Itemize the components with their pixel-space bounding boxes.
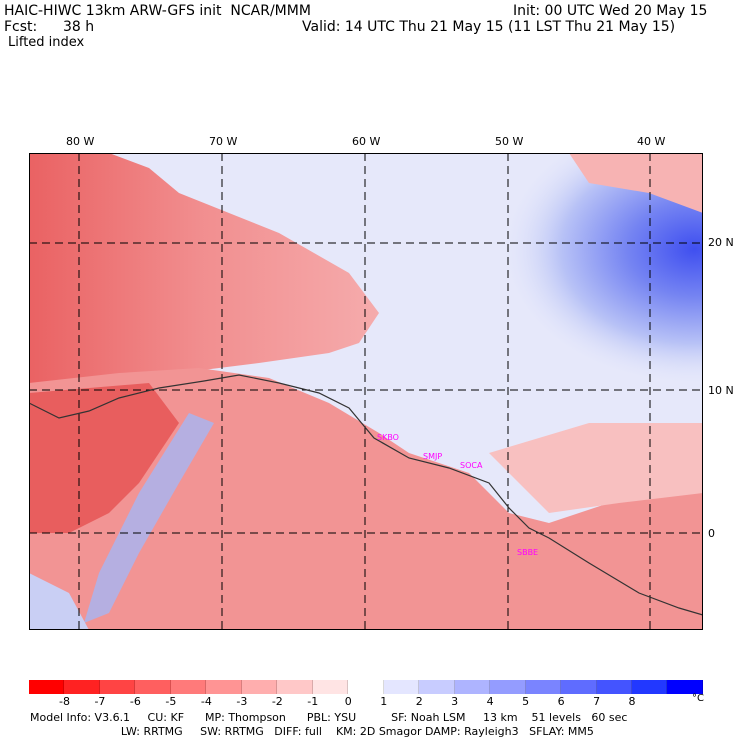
colorbar-segment [596, 680, 632, 694]
colorbar-tick-label: -1 [307, 695, 319, 708]
colorbar-tick-label: -2 [271, 695, 283, 708]
colorbar-tick-label: -4 [200, 695, 212, 708]
colorbar-tick-label: 0 [344, 695, 352, 708]
lon-label-50w: 50 W [495, 135, 524, 148]
colorbar-tick-label: 5 [522, 695, 530, 708]
lon-label-40w: 40 W [637, 135, 666, 148]
model-info-line2: LW: RRTMG SW: RRTMG DIFF: full KM: 2D Sm… [30, 725, 594, 738]
map-border [29, 153, 703, 630]
station-skbo: SKBO [377, 433, 399, 442]
colorbar-segment [135, 680, 171, 694]
colorbar-tick-label: 2 [415, 695, 423, 708]
init-time: Init: 00 UTC Wed 20 May 15 [513, 3, 708, 19]
colorbar-segment [241, 680, 278, 694]
andes-stable-strip [84, 413, 214, 623]
lifted-index-map: SKBO SMJP SOCA SBBE [29, 153, 703, 630]
pacific-cool [29, 573, 89, 630]
colorbar-tick-label: 6 [557, 695, 565, 708]
coastline [29, 374, 703, 616]
lat-label-equator: 0 [708, 527, 715, 540]
colorbar-segment [170, 680, 207, 694]
lat-label-10n: 10 N [708, 384, 734, 397]
forecast-hour: 38 h [63, 19, 95, 35]
station-smjp: SMJP [423, 452, 442, 461]
colorbar-segment [561, 680, 597, 694]
lat-label-20n: 20 N [708, 236, 734, 249]
colorbar-segment [667, 680, 703, 694]
colorbar-segment [29, 680, 65, 694]
map-title: HAIC-HIWC 13km ARW-GFS init NCAR/MMM [4, 3, 311, 19]
colorbar-tick-label: -7 [94, 695, 106, 708]
colorbar-tick-label: -8 [58, 695, 70, 708]
colorbar-tick-label: 7 [593, 695, 601, 708]
colorbar-segment [525, 680, 562, 694]
colorbar [29, 680, 703, 694]
colorbar-segment [99, 680, 136, 694]
lon-label-80w: 80 W [66, 135, 95, 148]
colorbar-segment [419, 680, 455, 694]
colorbar-segment [348, 680, 384, 694]
station-sbbe: SBBE [517, 548, 538, 557]
colorbar-segment [277, 680, 313, 694]
colorbar-segment [206, 680, 242, 694]
model-info-line1: Model Info: V3.6.1 CU: KF MP: Thompson P… [30, 711, 628, 724]
colorbar-segment [490, 680, 526, 694]
field-name: Lifted index [8, 35, 85, 50]
colorbar-tick-label: 8 [628, 695, 636, 708]
colorbar-segment [312, 680, 349, 694]
colorbar-tick-label: 1 [380, 695, 388, 708]
colorbar-unit: °C [692, 693, 704, 704]
colorbar-segment [64, 680, 100, 694]
colorbar-segment [454, 680, 491, 694]
colorbar-segment [383, 680, 420, 694]
colorbar-tick-label: -3 [236, 695, 248, 708]
caribbean-unstable-region [29, 153, 379, 403]
station-soca: SOCA [460, 461, 483, 470]
colorbar-tick-label: -5 [165, 695, 177, 708]
lon-label-60w: 60 W [352, 135, 381, 148]
valid-time: Valid: 14 UTC Thu 21 May 15 (11 LST Thu … [302, 19, 676, 35]
western-deep-red [29, 383, 179, 533]
forecast-label: Fcst: [4, 19, 38, 35]
lon-label-70w: 70 W [209, 135, 238, 148]
colorbar-segment [631, 680, 668, 694]
colorbar-tick-label: -6 [129, 695, 141, 708]
colorbar-tick-label: 4 [486, 695, 494, 708]
colorbar-tick-label: 3 [451, 695, 459, 708]
upper-right-pink [569, 153, 703, 213]
